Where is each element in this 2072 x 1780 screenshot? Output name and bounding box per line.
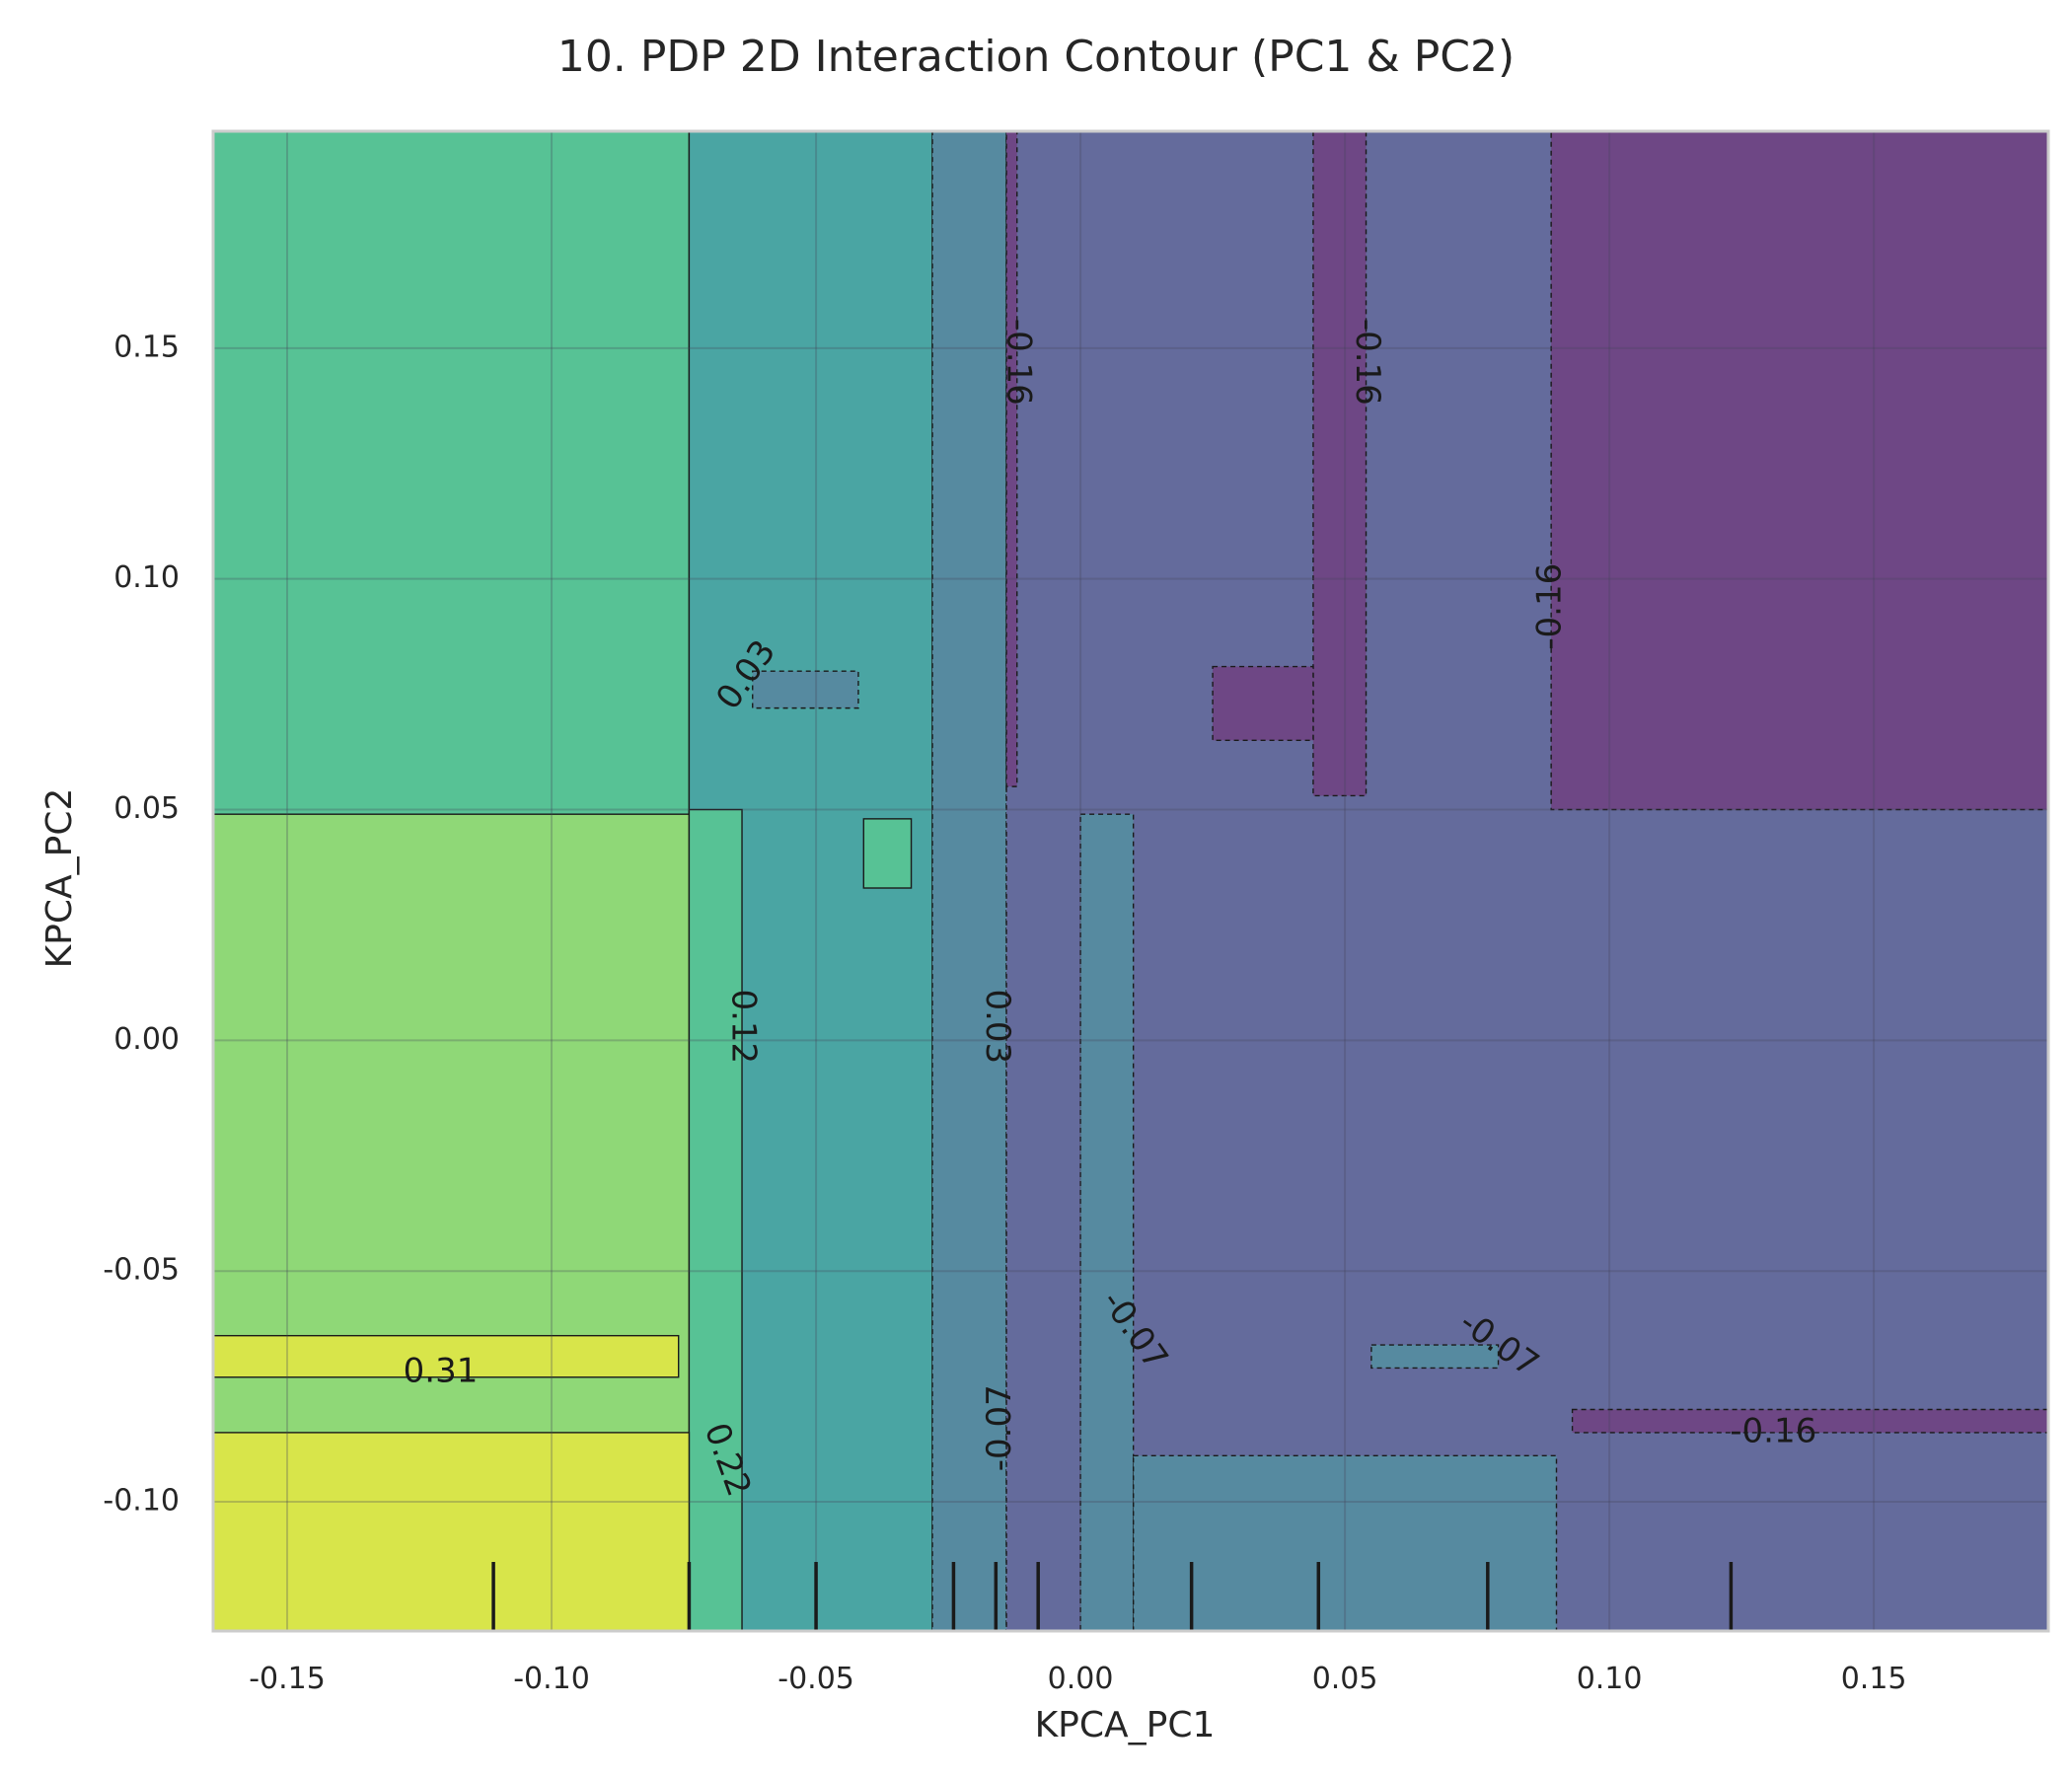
plot-frame xyxy=(211,129,2050,1633)
contour-fill-layer: -0.16 -0.16-0.160.030.12 0.03-0.07 -0.070.3… xyxy=(213,131,2048,1631)
contour-region-17 xyxy=(1370,1344,1500,1370)
contour-label-11: -0.16 xyxy=(1730,1411,1816,1450)
contour-region-11 xyxy=(1312,131,1368,797)
chart-title: 10. PDP 2D Interaction Contour (PC1 & PC… xyxy=(557,32,1515,82)
x-tick-label-0: -0.15 xyxy=(249,1662,326,1696)
y-tick-label-4: 0.10 xyxy=(113,560,180,595)
contour-region-15 xyxy=(862,818,913,889)
x-tick-label-5: 0.10 xyxy=(1577,1662,1643,1696)
x-tick-label-2: -0.05 xyxy=(777,1662,854,1696)
contour-region-7 xyxy=(1132,1454,1558,1631)
contour-region-16 xyxy=(752,670,859,709)
contour-label-8: 0.31 xyxy=(404,1352,479,1391)
contour-label-10: -0.07 xyxy=(980,1384,1019,1471)
y-tick-label-3: 0.05 xyxy=(113,791,180,826)
y-axis-label: KPCA_PC2 xyxy=(39,788,80,969)
contour-region-12 xyxy=(1212,665,1314,742)
contour-region-10 xyxy=(1550,131,2048,811)
contour-region-9 xyxy=(213,1334,680,1378)
x-tick-label-6: 0.15 xyxy=(1841,1662,1907,1696)
y-tick-label-5: 0.15 xyxy=(113,330,180,364)
contour-region-13 xyxy=(1005,131,1018,787)
x-tick-label-3: 0.00 xyxy=(1048,1662,1114,1696)
x-tick-label-4: 0.05 xyxy=(1312,1662,1378,1696)
y-tick-label-0: -0.10 xyxy=(103,1484,180,1519)
contour-region-2 xyxy=(931,131,1007,1631)
contour-label-4: 0.12 xyxy=(724,989,764,1064)
contour-label-2: -0.16 xyxy=(1530,563,1570,650)
x-tick-label-1: -0.10 xyxy=(513,1662,590,1696)
y-tick-label-1: -0.05 xyxy=(103,1253,180,1288)
y-tick-label-2: 0.00 xyxy=(113,1022,180,1057)
contour-region-14 xyxy=(1571,1408,2048,1434)
contour-label-1: -0.16 xyxy=(1348,319,1387,406)
x-axis-label: KPCA_PC1 xyxy=(1035,1705,1216,1745)
contour-label-5: 0.03 xyxy=(978,989,1017,1064)
contour-region-6 xyxy=(1079,813,1135,1631)
contour-region-5 xyxy=(688,808,743,1631)
contour-region-8 xyxy=(213,1432,691,1631)
plot-area: -0.16 -0.16-0.160.030.12 0.03-0.07 -0.070.3… xyxy=(103,129,2050,1696)
contour-label-0: -0.16 xyxy=(999,319,1038,406)
